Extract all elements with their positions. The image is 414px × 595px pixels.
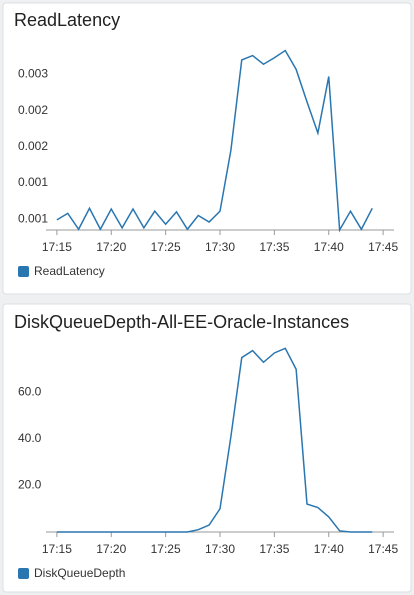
y-tick-label: 0.002 — [18, 139, 48, 153]
y-tick-label: 40.0 — [18, 431, 42, 445]
x-tick-label: 17:45 — [368, 542, 398, 556]
legend-swatch — [18, 568, 29, 579]
line — [56, 49, 373, 233]
x-tick-label: 17:30 — [205, 542, 235, 556]
x-tick-label: 17:25 — [151, 542, 181, 556]
x-tick-label: 17:15 — [42, 542, 72, 556]
y-tick-label: 20.0 — [18, 478, 42, 492]
legend-label: DiskQueueDepth — [34, 566, 125, 580]
x-tick-label: 17:20 — [96, 240, 126, 254]
y-tick-label: 60.0 — [18, 385, 42, 399]
x-tick-label: 17:35 — [259, 240, 289, 254]
x-tick-label: 17:45 — [368, 240, 398, 254]
chart-title: ReadLatency — [14, 10, 120, 30]
y-tick-label: 0.001 — [18, 175, 48, 189]
x-tick-label: 17:20 — [96, 542, 126, 556]
x-tick-label: 17:40 — [314, 240, 344, 254]
legend-swatch — [18, 266, 29, 277]
y-tick-label: 0.003 — [18, 67, 48, 81]
chart-title: DiskQueueDepth-All-EE-Oracle-Instances — [14, 312, 349, 332]
x-tick-label: 17:35 — [259, 542, 289, 556]
x-tick-label: 17:15 — [42, 240, 72, 254]
x-tick-label: 17:25 — [151, 240, 181, 254]
line — [56, 347, 373, 533]
x-tick-label: 17:40 — [314, 542, 344, 556]
panel — [2, 303, 412, 593]
x-tick-label: 17:30 — [205, 240, 235, 254]
y-tick-label: 0.002 — [18, 103, 48, 117]
legend-label: ReadLatency — [34, 264, 105, 278]
y-tick-label: 0.001 — [18, 211, 48, 225]
